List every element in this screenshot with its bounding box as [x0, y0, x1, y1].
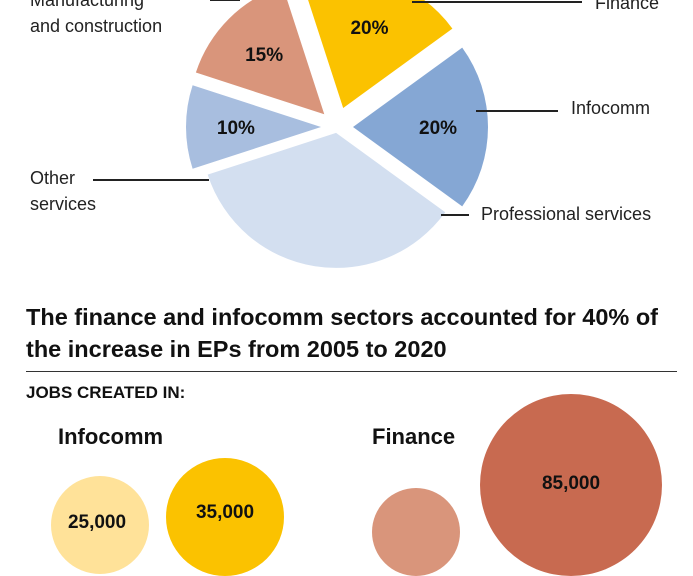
pie-value-label: 10% [217, 118, 255, 139]
pie-value-label: 20% [350, 18, 388, 39]
bubble-label-25000: 25,000 [67, 512, 127, 533]
leader-professional [441, 214, 469, 216]
pie-slice-finance [195, 0, 325, 115]
pie-value-label: 15% [245, 45, 283, 66]
group-title-infocomm: Infocomm [58, 424, 164, 449]
leader-finance [412, 1, 582, 3]
pie-value-label: 20% [419, 118, 457, 139]
label-other-services: Other services [30, 168, 97, 214]
chart-headline: The finance and infocomm sectors account… [26, 304, 659, 362]
label-infocomm: Infocomm [571, 98, 651, 118]
group-title-finance: Finance [372, 424, 456, 449]
leader-other-services [93, 179, 209, 181]
label-manufacturing: Manufacturing and construction [30, 0, 163, 36]
bubble-label-35000: 35,000 [195, 502, 255, 523]
pie-slice-infocomm [308, 0, 453, 108]
pie-slice-manufacturing-and-construction [186, 85, 321, 169]
pie-slice-other-services [207, 132, 446, 268]
leader-manufacturing [210, 0, 240, 1]
label-professional: Professional services [481, 204, 652, 224]
label-finance: Finance [595, 0, 660, 13]
divider [26, 371, 677, 372]
bubble-finance-small [372, 488, 460, 576]
pie-chart: 20% 10% 15% 20% [186, 0, 488, 268]
bubble-label-85000: 85,000 [541, 473, 601, 494]
leader-infocomm [476, 110, 558, 112]
pie-slice-professional-services [353, 47, 488, 207]
jobs-created-heading: JOBS CREATED IN: [26, 383, 186, 402]
